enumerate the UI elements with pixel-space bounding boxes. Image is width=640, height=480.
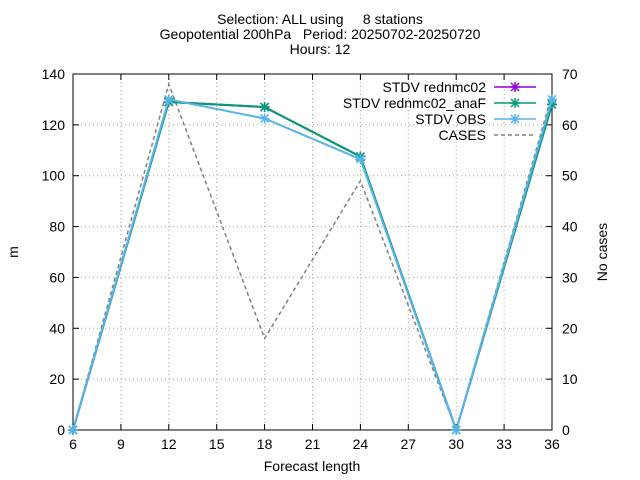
y-tick-label-7: 140 <box>42 66 66 82</box>
series-line-3 <box>72 81 553 433</box>
legend-label-1: STDV rednmc02_anaF <box>343 95 486 111</box>
data-point-2-0 <box>68 425 78 435</box>
chart-title-line-3: Hours: 12 <box>289 41 351 57</box>
data-point-2-5 <box>547 94 557 105</box>
y-tick-label-6: 120 <box>42 117 66 133</box>
series-1 <box>68 96 557 435</box>
x-tick-label-1: 9 <box>117 436 125 452</box>
x-tick-label-3: 15 <box>209 436 225 452</box>
legend-marker-2 <box>510 114 520 124</box>
y2-tick-label-5: 50 <box>562 168 578 184</box>
chart-title-line-1: Selection: ALL using 8 stations <box>217 11 423 27</box>
axis-ticks: 6 9 12 15 18 21 24 27 30 33 3602040608010012014001… <box>42 66 578 452</box>
chart-title-line-2: Geopotential 200hPa Period: 20250702-202… <box>159 26 481 42</box>
legend-marker-0 <box>510 82 520 92</box>
y-tick-label-0: 0 <box>57 422 65 438</box>
series-0 <box>68 96 557 435</box>
x-tick-label-0: 6 <box>69 436 77 452</box>
legend-marker-1 <box>510 98 520 108</box>
x-tick-label-4: 18 <box>257 436 273 452</box>
y-tick-label-4: 80 <box>49 219 65 235</box>
legend-label-2: STDV OBS <box>415 111 486 127</box>
y2-tick-label-6: 60 <box>562 117 578 133</box>
y-tick-label-5: 100 <box>42 168 66 184</box>
x-tick-label-9: 33 <box>496 436 512 452</box>
data-point-1-2 <box>259 102 270 113</box>
legend-label-0: STDV rednmc02 <box>383 79 487 95</box>
series-line-0 <box>72 100 553 434</box>
x-tick-label-8: 30 <box>448 436 464 452</box>
y2-tick-label-2: 20 <box>562 320 578 336</box>
y2-tick-label-1: 10 <box>562 371 578 387</box>
series-line-2 <box>72 98 553 434</box>
y2-tick-label-3: 30 <box>562 269 578 285</box>
y2-tick-label-7: 70 <box>562 66 578 82</box>
y-tick-label-3: 60 <box>49 269 65 285</box>
data-point-2-4 <box>451 425 462 435</box>
x-axis-label: Forecast length <box>264 458 361 474</box>
y2-tick-label-0: 0 <box>562 422 570 438</box>
y-axis-label: m <box>5 246 21 258</box>
y2-axis-label: No cases <box>594 223 610 281</box>
y-tick-label-2: 40 <box>49 320 65 336</box>
y-tick-label-1: 20 <box>49 371 65 387</box>
legend-label-3: CASES <box>439 127 486 143</box>
grid-lines <box>73 74 552 430</box>
x-tick-label-2: 12 <box>161 436 177 452</box>
series-2 <box>68 94 557 435</box>
data-point-2-3 <box>355 154 366 165</box>
x-tick-label-6: 24 <box>353 436 369 452</box>
x-tick-label-5: 21 <box>305 436 321 452</box>
data-point-2-2 <box>259 113 270 124</box>
series-3 <box>72 81 553 433</box>
data-point-2-1 <box>163 94 174 105</box>
series-line-1 <box>72 100 553 434</box>
y2-tick-label-4: 40 <box>562 219 578 235</box>
x-tick-label-7: 27 <box>401 436 417 452</box>
x-tick-label-10: 36 <box>544 436 560 452</box>
series-lines <box>68 81 557 435</box>
